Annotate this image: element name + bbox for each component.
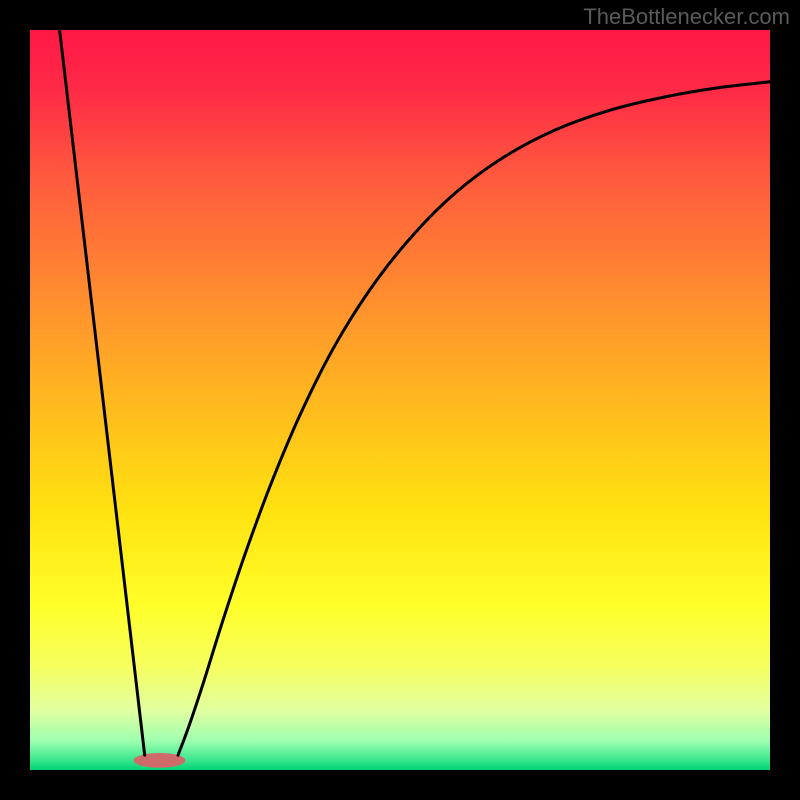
watermark-text: TheBottlenecker.com — [583, 4, 790, 30]
gradient-background — [30, 30, 770, 770]
bottleneck-chart — [0, 0, 800, 800]
chart-container: TheBottlenecker.com — [0, 0, 800, 800]
